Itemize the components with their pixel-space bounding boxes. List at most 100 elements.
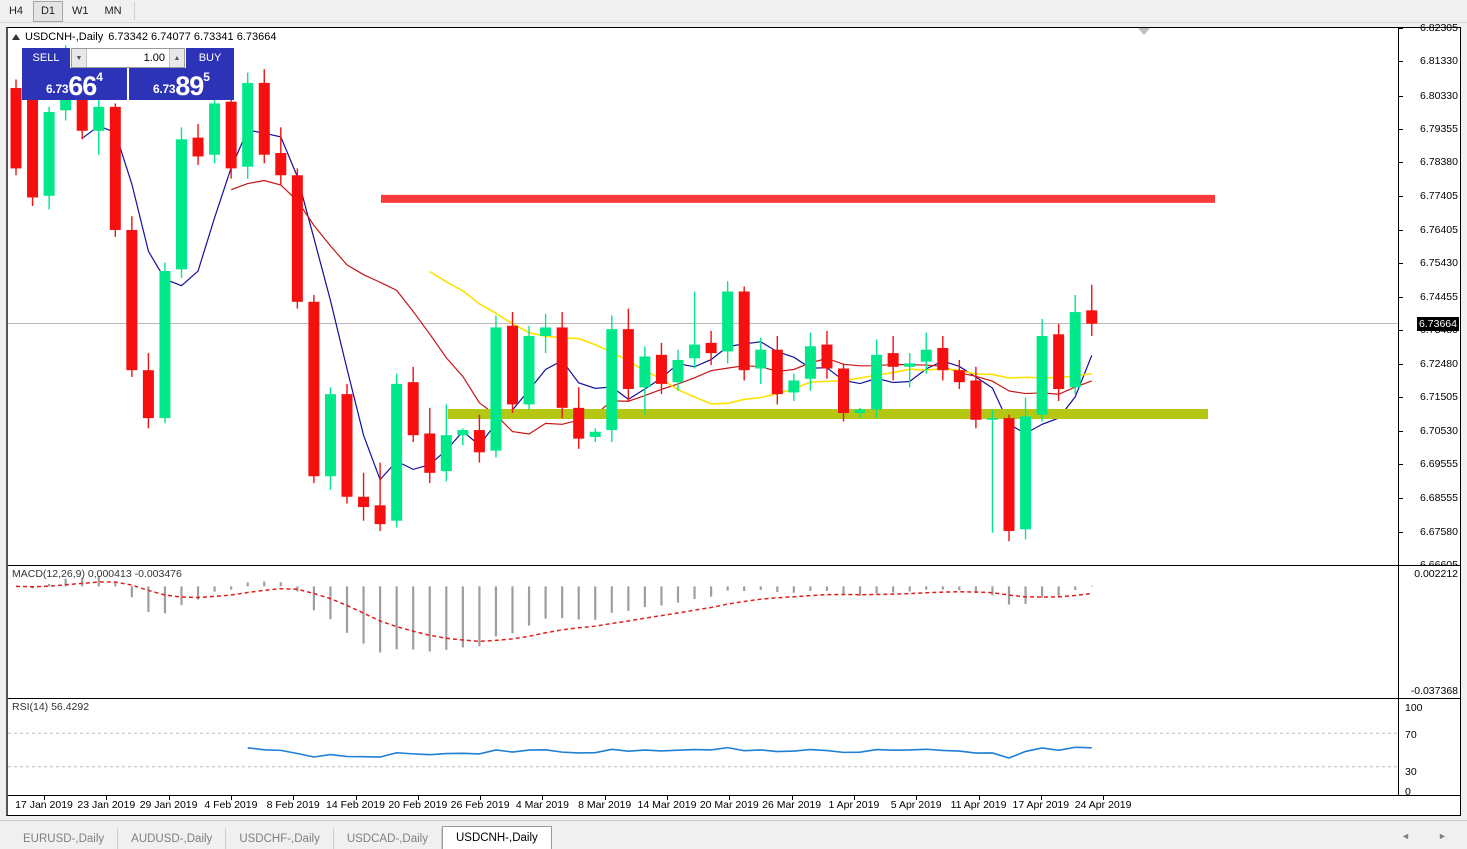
price-axis-tick <box>1399 195 1403 197</box>
time-axis-label: 26 Mar 2019 <box>762 799 822 811</box>
time-axis[interactable]: 17 Jan 2019 23 Jan 2019 29 Jan 2019 4 Feb 2… <box>8 795 1460 815</box>
rsi-label: RSI(14) 56.4292 <box>12 701 90 713</box>
tab-usdcnh-daily[interactable]: USDCNH-,Daily <box>441 826 552 849</box>
price-axis-tick <box>1399 61 1403 63</box>
macd-axis: 0.002212 -0.037368 <box>1398 565 1460 698</box>
macd-pane[interactable]: MACD(12,26,9) 0,000413 -0.003476 <box>8 565 1399 698</box>
time-axis-tick <box>729 796 731 800</box>
price-axis-tick <box>1399 329 1403 331</box>
triangle-left-icon[interactable]: ◄ <box>1401 831 1410 841</box>
price-axis-tick <box>1399 464 1403 466</box>
price-axis-tick <box>1399 498 1403 500</box>
macd-canvas <box>15 575 1093 653</box>
horizontal-scrollbar[interactable]: ◄ ► <box>1387 827 1461 845</box>
buy-price-button[interactable]: 6.73 89 5 <box>129 68 234 100</box>
time-axis-tick <box>44 796 45 800</box>
time-axis-tick <box>106 796 108 800</box>
time-axis-label: 8 Mar 2019 <box>578 799 632 811</box>
price-axis-label: 6.70530 <box>1420 424 1458 437</box>
timeframe-button-mn[interactable]: MN <box>104 5 122 17</box>
price-axis-label: 6.80330 <box>1420 89 1458 102</box>
price-axis-label: 6.78380 <box>1420 156 1458 169</box>
tab-eurusd-daily[interactable]: EURUSD-,Daily <box>10 828 119 849</box>
macd-scale-top: 0.002212 <box>1414 568 1458 580</box>
time-axis-tick <box>542 796 544 800</box>
chart-ohlc-values: 6.73342 6.74077 6.73341 6.73664 <box>108 31 277 43</box>
timeframe-button-h4[interactable]: H4 <box>8 5 24 17</box>
price-axis-tick <box>1399 28 1403 29</box>
time-axis-tick <box>1040 796 1042 800</box>
price-axis-tick <box>1399 95 1403 97</box>
current-price-tag: 6.73664 <box>1417 316 1459 331</box>
one-click-price-row: 6.73 66 4 6.73 89 5 <box>22 68 234 100</box>
tab-audusd-daily[interactable]: AUDUSD-,Daily <box>118 828 227 849</box>
time-axis-tick <box>604 796 606 800</box>
buy-price-fraction: 5 <box>203 70 210 84</box>
time-axis-tick <box>1103 796 1105 800</box>
time-axis-tick <box>293 796 295 800</box>
sell-price-button[interactable]: 6.73 66 4 <box>22 68 127 100</box>
time-axis-label: 1 Apr 2019 <box>828 799 880 811</box>
rsi-scale-100: 100 <box>1405 702 1423 714</box>
price-axis-label: 6.68555 <box>1420 492 1458 505</box>
price-axis-label: 6.71505 <box>1420 391 1458 404</box>
one-click-trading-panel[interactable]: SELL ▼ 1.00 ▲ BUY 6.73 66 4 6.73 89 5 <box>22 48 234 100</box>
candlestick-canvas <box>8 45 1399 542</box>
time-axis-label: 4 Feb 2019 <box>204 799 258 811</box>
price-axis-tick <box>1399 296 1403 298</box>
volume-input[interactable]: 1.00 <box>87 49 169 67</box>
symbol-header: USDCNH-,Daily 6.73342 6.74077 6.73341 6.… <box>12 31 276 43</box>
sell-price-main: 66 <box>68 71 97 100</box>
tab-usdchf-daily[interactable]: USDCHF-,Daily <box>226 828 334 849</box>
price-axis-label: 6.69555 <box>1420 458 1458 471</box>
triangle-right-icon[interactable]: ► <box>1438 831 1447 841</box>
volume-down-icon[interactable]: ▼ <box>72 49 87 67</box>
sell-price-prefix: 6.73 <box>46 82 69 96</box>
time-axis-label: 4 Mar 2019 <box>515 799 569 811</box>
chart-window[interactable]: USDCNH-,Daily 6.73342 6.74077 6.73341 6.… <box>6 22 1461 816</box>
time-axis-tick <box>916 796 918 800</box>
rsi-scale-30: 30 <box>1405 766 1417 778</box>
volume-up-icon[interactable]: ▲ <box>169 49 184 67</box>
timeframe-button-w1[interactable]: W1 <box>72 5 89 17</box>
time-axis-label: 23 Jan 2019 <box>77 799 136 811</box>
rsi-scale-70: 70 <box>1405 729 1417 741</box>
price-pane[interactable] <box>8 28 1399 565</box>
price-axis-tick <box>1399 364 1403 366</box>
time-axis-tick <box>667 796 668 800</box>
price-axis[interactable]: 6.82305 6.81330 6.80330 6.79355 6.78380 6.774… <box>1398 22 1460 571</box>
price-axis-label: 6.72480 <box>1420 358 1458 371</box>
macd-scale-bottom: -0.037368 <box>1410 685 1458 697</box>
time-axis-label: 17 Apr 2019 <box>1012 799 1070 811</box>
buy-price-prefix: 6.73 <box>153 82 176 96</box>
price-axis-tick <box>1399 397 1403 399</box>
time-axis-label: 11 Apr 2019 <box>950 799 1007 811</box>
price-axis-label: 6.82305 <box>1420 22 1458 34</box>
chart-tab-bar: EURUSD-,Daily AUDUSD-,Daily USDCHF-,Dail… <box>0 820 1467 849</box>
price-axis-label: 6.74455 <box>1420 290 1458 303</box>
buy-button[interactable]: BUY <box>186 48 234 68</box>
time-axis-tick <box>480 796 482 800</box>
time-axis-tick <box>168 796 170 800</box>
volume-stepper[interactable]: ▼ 1.00 ▲ <box>71 48 185 68</box>
rsi-pane[interactable]: RSI(14) 56.4292 <box>8 698 1399 797</box>
time-axis-tick <box>853 796 855 800</box>
time-axis-label: 14 Mar 2019 <box>637 799 697 811</box>
time-axis-label: 20 Feb 2019 <box>388 799 448 811</box>
price-axis-tick <box>1399 128 1403 130</box>
macd-label: MACD(12,26,9) 0,000413 -0.003476 <box>12 568 182 580</box>
timeframe-button-d1[interactable]: D1 <box>33 0 63 22</box>
triangle-up-icon[interactable] <box>12 34 20 40</box>
chart-tabs: EURUSD-,Daily AUDUSD-,Daily USDCHF-,Dail… <box>0 825 552 849</box>
sell-button[interactable]: SELL <box>22 48 70 68</box>
price-axis-tick <box>1399 229 1403 231</box>
time-axis-label: 8 Feb 2019 <box>266 799 320 811</box>
price-axis-label: 6.79355 <box>1420 122 1458 135</box>
buy-price-main: 89 <box>175 71 204 100</box>
time-axis-tick <box>230 796 232 800</box>
time-axis-tick <box>978 796 980 800</box>
price-axis-tick <box>1399 162 1403 164</box>
tab-usdcad-daily[interactable]: USDCAD-,Daily <box>334 828 442 849</box>
time-axis-label: 26 Feb 2019 <box>450 799 510 811</box>
